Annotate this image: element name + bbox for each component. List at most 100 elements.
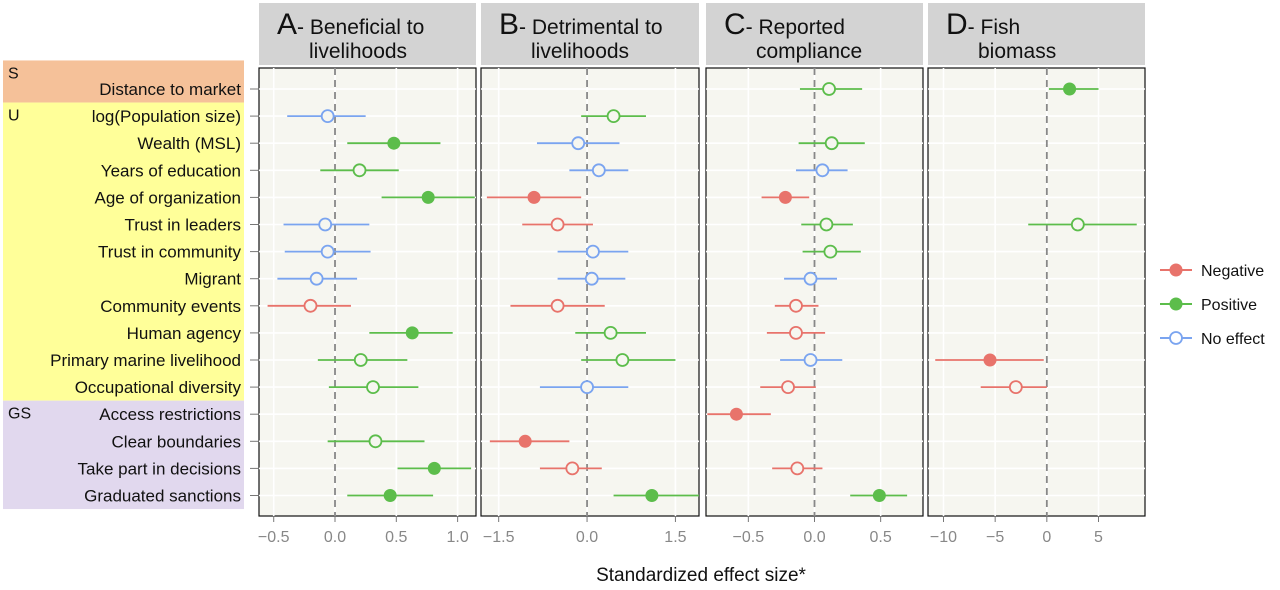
- x-tick-label: 0.0: [803, 529, 825, 546]
- panel-letter-c: C: [724, 8, 746, 41]
- x-tick-label: −0.5: [733, 529, 765, 546]
- group-band-gs: [3, 400, 244, 510]
- row-label: Access restrictions: [99, 405, 241, 424]
- row-label: Occupational diversity: [75, 378, 242, 397]
- point-marker: [591, 163, 606, 178]
- point-marker: [1008, 380, 1023, 395]
- point-marker: [778, 190, 792, 204]
- panel-title-line2-d: biomass: [978, 40, 1056, 63]
- x-tick-label: 5: [1094, 529, 1103, 546]
- point-marker: [789, 298, 803, 313]
- point-marker: [320, 244, 335, 259]
- legend-marker: [1169, 331, 1183, 345]
- point-marker: [603, 325, 618, 340]
- row-label: Migrant: [184, 270, 241, 289]
- point-marker: [309, 271, 324, 286]
- x-tick-label: −5: [986, 529, 1004, 546]
- row-label: Graduated sanctions: [84, 487, 241, 506]
- panel-bg-a: [258, 67, 477, 517]
- point-marker: [550, 217, 565, 232]
- point-marker: [586, 244, 600, 259]
- legend-marker: [1169, 297, 1183, 311]
- point-marker: [983, 353, 997, 367]
- point-marker: [790, 461, 805, 476]
- point-marker: [387, 136, 401, 150]
- legend-marker: [1169, 263, 1183, 277]
- row-label: Age of organization: [95, 188, 242, 207]
- point-marker: [872, 489, 886, 502]
- panel-title-c: C- Reported: [724, 8, 845, 41]
- panel-title-d: D- Fish: [946, 8, 1020, 41]
- panel-letter-d: D: [946, 8, 968, 41]
- row-label: Wealth (MSL): [137, 134, 241, 153]
- panel-title-a: A- Beneficial to: [277, 8, 424, 41]
- row-label: log(Population size): [92, 107, 241, 126]
- point-marker: [781, 380, 795, 395]
- point-marker: [352, 163, 367, 178]
- row-label: Primary marine livelihood: [50, 351, 241, 370]
- panel-letter-b: B: [499, 8, 519, 41]
- panel-strip-d: [928, 3, 1145, 65]
- point-marker: [580, 380, 594, 395]
- x-tick-label: 0.5: [385, 529, 407, 546]
- point-marker: [405, 326, 419, 340]
- point-marker: [427, 461, 441, 475]
- legend-label: Positive: [1201, 297, 1257, 314]
- panel-strip-c: [706, 3, 923, 65]
- point-marker: [318, 217, 333, 232]
- point-marker: [527, 190, 541, 204]
- point-marker: [303, 298, 318, 313]
- panel-strip-a: [259, 3, 476, 65]
- row-label: Distance to market: [99, 80, 241, 99]
- panel-letter-a: A: [277, 8, 297, 41]
- x-tick-label: 0: [1042, 529, 1051, 546]
- point-marker: [1063, 82, 1077, 96]
- panel-title-line1-c: - Reported: [746, 16, 845, 39]
- row-label: Human agency: [127, 324, 242, 343]
- point-marker: [823, 244, 838, 259]
- panel-bg-d: [927, 67, 1146, 517]
- point-marker: [606, 109, 621, 123]
- point-marker: [1070, 217, 1085, 232]
- row-label: Trust in community: [98, 243, 241, 262]
- point-marker: [518, 434, 532, 448]
- point-marker: [550, 298, 565, 313]
- point-marker: [645, 489, 659, 502]
- point-marker: [803, 271, 818, 286]
- point-marker: [803, 353, 818, 367]
- point-marker: [819, 217, 834, 232]
- group-label-u: U: [8, 108, 20, 125]
- group-label-gs: GS: [8, 406, 31, 423]
- x-tick-label: 0.0: [324, 529, 346, 546]
- point-marker: [824, 136, 839, 151]
- x-tick-label: 1.5: [664, 529, 686, 546]
- x-tick-label: 0.0: [576, 529, 598, 546]
- row-label: Trust in leaders: [124, 216, 241, 235]
- panel-title-line2-c: compliance: [756, 40, 862, 63]
- row-label: Take part in decisions: [78, 459, 241, 478]
- point-marker: [822, 82, 836, 96]
- x-tick-label: 0.5: [870, 529, 892, 546]
- group-label-s: S: [8, 65, 19, 82]
- x-tick-label: −10: [930, 529, 957, 546]
- point-marker: [565, 461, 580, 476]
- group-band-s: [3, 60, 244, 103]
- point-marker: [789, 325, 803, 340]
- panel-strip-b: [481, 3, 699, 65]
- group-band-u: [3, 102, 244, 401]
- point-marker: [366, 380, 380, 395]
- legend-label: Negative: [1201, 263, 1264, 280]
- point-marker: [353, 353, 368, 367]
- point-marker: [320, 109, 335, 123]
- point-marker: [729, 407, 743, 421]
- panel-bg-b: [480, 67, 700, 517]
- panel-title-b: B- Detrimental to: [499, 8, 663, 41]
- row-label: Clear boundaries: [112, 432, 241, 451]
- point-marker: [815, 163, 830, 178]
- panel-title-line2-b: livelihoods: [531, 40, 629, 63]
- legend-label: No effect: [1201, 331, 1265, 348]
- row-label: Community events: [100, 297, 241, 316]
- point-marker: [615, 353, 630, 367]
- point-marker: [421, 190, 435, 204]
